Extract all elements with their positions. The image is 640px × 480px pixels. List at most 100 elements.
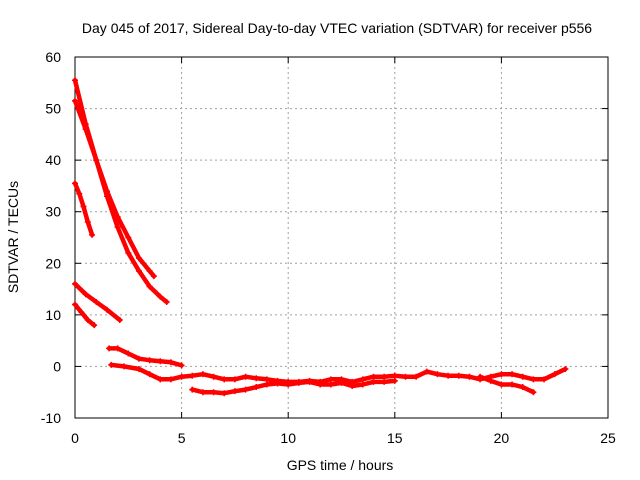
data-point [509, 371, 516, 378]
data-point [116, 317, 123, 324]
data-point [89, 231, 96, 238]
data-point [317, 381, 324, 388]
x-axis-label: GPS time / hours [287, 457, 394, 473]
data-point [146, 283, 153, 290]
y-tick-label: 20 [45, 255, 61, 271]
data-point [78, 309, 85, 316]
data-point [121, 363, 128, 370]
data-point [82, 126, 89, 133]
data-point [445, 372, 452, 379]
data-point [103, 193, 110, 200]
data-point [199, 389, 206, 396]
data-point [221, 390, 228, 397]
data-point [455, 372, 462, 379]
data-point [84, 219, 91, 226]
data-point [125, 234, 132, 241]
data-point [391, 377, 398, 384]
data-point [146, 371, 153, 378]
axis-ticks: 0 5 10 15 20 25 -10 0 10 20 30 40 50 60 [41, 49, 616, 446]
data-point [76, 190, 83, 197]
y-axis-label: SDTVAR / TECUs [5, 181, 21, 293]
data-point [72, 180, 78, 187]
data-point [498, 371, 505, 378]
data-point [72, 301, 78, 308]
data-point [114, 345, 121, 352]
data-point [349, 383, 356, 390]
data-series [72, 77, 569, 397]
data-point [150, 273, 157, 280]
data-point [423, 368, 430, 375]
data-point [530, 376, 537, 383]
data-point [466, 373, 473, 380]
plot-frame [74, 56, 609, 419]
data-point [285, 381, 292, 388]
data-point [114, 224, 121, 231]
data-point [327, 381, 334, 388]
data-point [381, 378, 388, 385]
data-point [146, 268, 153, 275]
data-point [93, 157, 100, 164]
data-point [242, 386, 249, 393]
data-point [263, 381, 270, 388]
data-point [84, 317, 91, 324]
data-point [178, 373, 185, 380]
grid [75, 57, 608, 418]
data-point [359, 381, 366, 388]
data-point [253, 375, 260, 382]
y-tick-label: 60 [45, 49, 61, 65]
data-point [381, 373, 388, 380]
data-point [210, 373, 217, 380]
data-point [487, 377, 494, 384]
data-point [157, 376, 164, 383]
data-point [135, 268, 142, 275]
data-point [402, 373, 409, 380]
data-point [338, 379, 345, 386]
data-point [221, 376, 228, 383]
data-point [135, 366, 142, 373]
data-point [509, 381, 516, 388]
series-line [190, 378, 398, 396]
data-point [72, 280, 78, 287]
data-point [93, 298, 100, 305]
y-tick-label: 10 [45, 307, 61, 323]
data-point [125, 350, 132, 357]
data-point [72, 97, 78, 104]
y-tick-label: 50 [45, 101, 61, 117]
data-point [91, 322, 98, 329]
data-point [199, 371, 206, 378]
data-point [263, 376, 270, 383]
y-tick-label: 30 [45, 204, 61, 220]
data-point [106, 345, 113, 352]
data-point [551, 371, 558, 378]
data-point [167, 376, 174, 383]
data-point [135, 255, 142, 262]
data-point [242, 373, 249, 380]
data-point [157, 358, 164, 365]
data-point [108, 361, 115, 368]
y-tick-label: -10 [41, 410, 61, 426]
data-point [306, 378, 313, 385]
data-point [231, 388, 238, 395]
data-point [370, 378, 377, 385]
data-point [541, 376, 548, 383]
data-point [125, 249, 132, 256]
y-tick-label: 0 [53, 358, 61, 374]
data-point [562, 366, 569, 373]
data-point [253, 384, 260, 391]
data-point [103, 306, 110, 313]
x-tick-label: 20 [494, 430, 510, 446]
y-tick-label: 40 [45, 152, 61, 168]
data-point [477, 373, 484, 380]
data-point [370, 373, 377, 380]
data-point [82, 291, 89, 298]
data-point [519, 384, 526, 391]
x-tick-label: 25 [600, 430, 616, 446]
series-line [72, 302, 97, 328]
data-point [519, 373, 526, 380]
data-point [434, 371, 441, 378]
data-point [231, 376, 238, 383]
series-line [72, 77, 157, 279]
data-point [72, 77, 78, 84]
data-point [359, 376, 366, 383]
